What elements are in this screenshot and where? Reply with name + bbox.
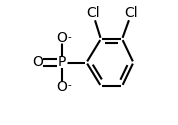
Text: -: - (67, 32, 71, 42)
Text: -: - (67, 80, 71, 90)
Circle shape (57, 33, 67, 43)
Text: P: P (58, 56, 66, 70)
Circle shape (57, 82, 67, 92)
Text: Cl: Cl (86, 6, 100, 20)
Circle shape (86, 6, 100, 20)
Text: O: O (32, 56, 43, 70)
Text: Cl: Cl (125, 6, 138, 20)
Circle shape (125, 6, 138, 20)
Circle shape (57, 58, 67, 67)
Text: O: O (57, 31, 68, 45)
Text: O: O (57, 80, 68, 94)
Circle shape (33, 58, 43, 67)
